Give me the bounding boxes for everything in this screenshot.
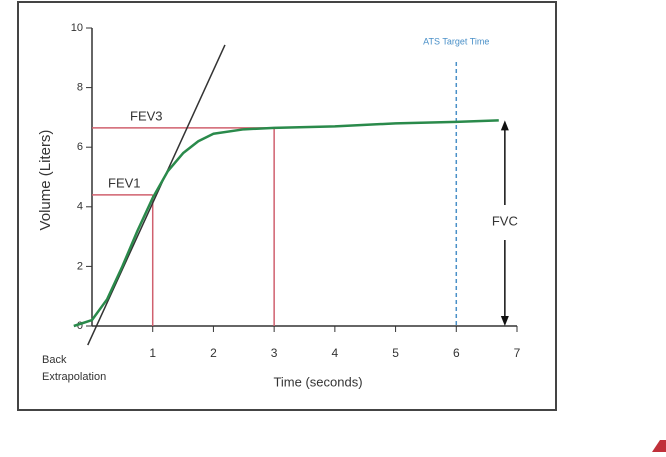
x-tick-label: 5 [392, 346, 399, 360]
fvc-arrowhead [500, 316, 509, 326]
y-tick-label: 0 [77, 320, 83, 332]
x-tick-label: 6 [453, 346, 460, 360]
y-tick-label: 8 [77, 82, 83, 94]
extrapolation-label: Back [42, 354, 67, 366]
x-tick-label: 4 [332, 346, 339, 360]
x-tick-label: 3 [271, 346, 278, 360]
extrapolation-line [87, 44, 226, 346]
y-tick-label: 2 [77, 260, 83, 272]
fvc-arrowhead [500, 120, 509, 131]
y-tick-label: 10 [71, 22, 83, 34]
extrapolation-label: Extrapolation [42, 371, 106, 383]
frame [17, 1, 557, 411]
fev3-label: FEV3 [130, 108, 163, 123]
x-tick-label: 7 [514, 346, 521, 360]
target-label: ATS Target Time [423, 36, 489, 46]
x-axis-title: Time (seconds) [273, 374, 362, 389]
x-tick-label: 1 [149, 346, 156, 360]
volume-curve [73, 119, 499, 328]
y-tick-label: 6 [77, 141, 83, 153]
fvc-label: FVC [492, 213, 518, 228]
x-tick-label: 2 [210, 346, 217, 360]
y-tick-label: 4 [77, 201, 83, 213]
fev1-label: FEV1 [108, 175, 141, 190]
y-axis-title: Volume (Liters) [37, 130, 54, 231]
corner-mark [652, 440, 666, 452]
